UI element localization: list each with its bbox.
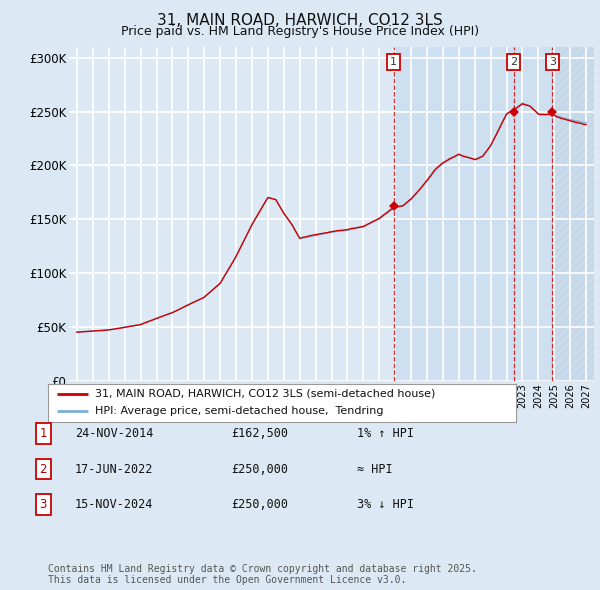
Text: 1: 1 bbox=[390, 57, 397, 67]
Text: 2: 2 bbox=[40, 463, 47, 476]
Text: 31, MAIN ROAD, HARWICH, CO12 3LS (semi-detached house): 31, MAIN ROAD, HARWICH, CO12 3LS (semi-d… bbox=[95, 389, 435, 399]
Bar bbox=[394, 47, 553, 381]
Text: 17-JUN-2022: 17-JUN-2022 bbox=[75, 463, 154, 476]
Text: Price paid vs. HM Land Registry's House Price Index (HPI): Price paid vs. HM Land Registry's House … bbox=[121, 25, 479, 38]
Text: 1% ↑ HPI: 1% ↑ HPI bbox=[357, 427, 414, 440]
Text: 3% ↓ HPI: 3% ↓ HPI bbox=[357, 498, 414, 511]
Text: £250,000: £250,000 bbox=[231, 498, 288, 511]
Text: 2: 2 bbox=[510, 57, 517, 67]
Bar bbox=[553, 47, 594, 381]
Text: 15-NOV-2024: 15-NOV-2024 bbox=[75, 498, 154, 511]
Text: ≈ HPI: ≈ HPI bbox=[357, 463, 392, 476]
Text: Contains HM Land Registry data © Crown copyright and database right 2025.
This d: Contains HM Land Registry data © Crown c… bbox=[48, 563, 477, 585]
Text: £162,500: £162,500 bbox=[231, 427, 288, 440]
Text: 1: 1 bbox=[40, 427, 47, 440]
Text: HPI: Average price, semi-detached house,  Tendring: HPI: Average price, semi-detached house,… bbox=[95, 407, 383, 417]
Text: 31, MAIN ROAD, HARWICH, CO12 3LS: 31, MAIN ROAD, HARWICH, CO12 3LS bbox=[157, 13, 443, 28]
Text: 3: 3 bbox=[549, 57, 556, 67]
Text: 3: 3 bbox=[40, 498, 47, 511]
Text: £250,000: £250,000 bbox=[231, 463, 288, 476]
Text: 24-NOV-2014: 24-NOV-2014 bbox=[75, 427, 154, 440]
